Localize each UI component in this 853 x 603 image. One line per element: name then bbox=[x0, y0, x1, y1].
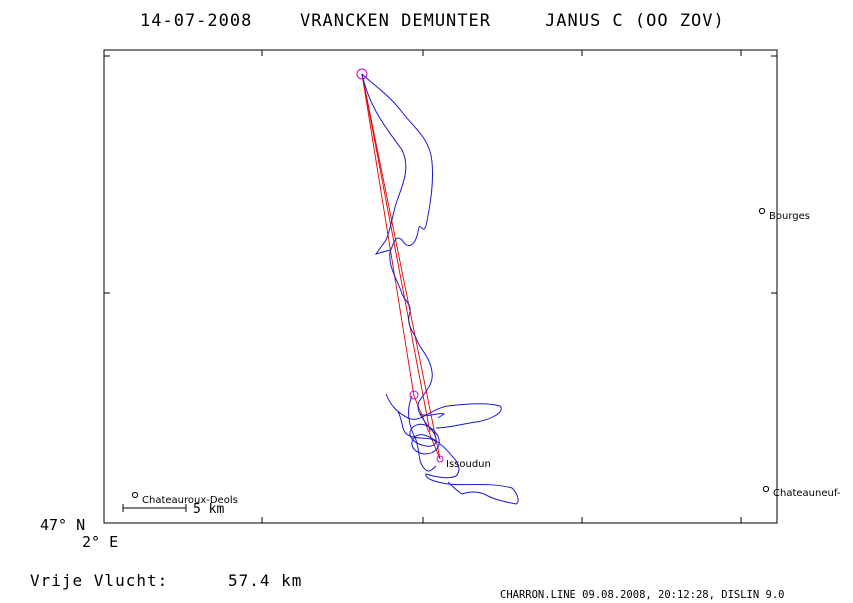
place-label-chateauroux: Chateauroux-Deols bbox=[142, 495, 238, 506]
turnpoint-3 bbox=[436, 455, 444, 463]
task-lines bbox=[361, 73, 441, 460]
turnpoints bbox=[356, 68, 444, 463]
scale-bar bbox=[122, 504, 187, 512]
turnpoint-2 bbox=[409, 390, 419, 400]
place-markers bbox=[131, 207, 770, 499]
start-turnpoint bbox=[356, 68, 368, 80]
longitude-label: 2° E bbox=[82, 533, 118, 551]
free-flight-distance: 57.4 km bbox=[228, 571, 302, 590]
scale-bar-label: 5 km bbox=[193, 502, 224, 517]
pilot-names: VRANCKEN DEMUNTER bbox=[300, 11, 491, 31]
place-label-chateauneuf: Chateauneuf- bbox=[773, 488, 841, 499]
chateauneuf-marker bbox=[762, 485, 770, 493]
flight-track bbox=[361, 73, 519, 505]
place-label-bourges: Bourges bbox=[769, 211, 810, 222]
free-flight-label: Vrije Vlucht: bbox=[30, 571, 168, 590]
place-label-issoudun: Issoudun bbox=[446, 459, 491, 470]
frame-ticks bbox=[103, 50, 777, 524]
latitude-label: 47° N bbox=[40, 516, 85, 534]
chateauroux-marker bbox=[131, 491, 139, 499]
glider-name: JANUS C (OO ZOV) bbox=[545, 11, 725, 31]
map-frame bbox=[103, 49, 778, 524]
software-credit: CHARRON.LINE 09.08.2008, 20:12:28, DISLI… bbox=[500, 589, 784, 601]
bourges-marker bbox=[758, 207, 766, 215]
flight-date: 14-07-2008 bbox=[140, 11, 252, 31]
